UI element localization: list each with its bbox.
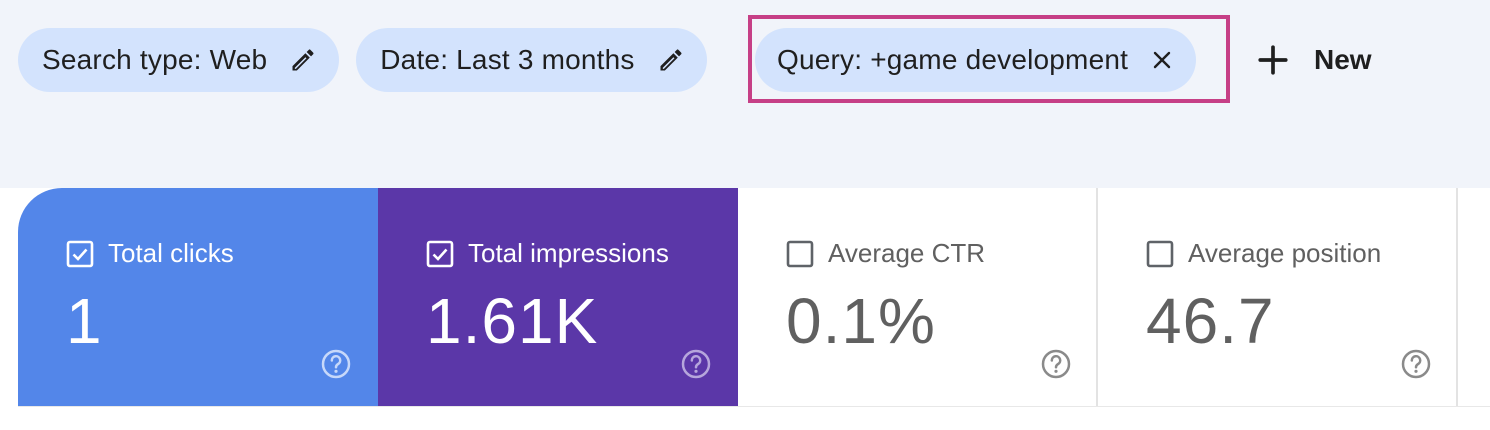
total-impressions-label: Total impressions xyxy=(468,238,669,268)
plus-icon xyxy=(1256,43,1290,77)
query-highlight-box xyxy=(748,15,1230,103)
help-icon[interactable] xyxy=(320,348,352,380)
average-ctr-label: Average CTR xyxy=(828,238,986,268)
query-filter-chip[interactable]: Query: +game development xyxy=(755,28,1197,92)
average-position-header: Average position xyxy=(1146,238,1381,269)
total-impressions-header: Total impressions xyxy=(426,238,669,269)
filter-bar: Search type: Web Date: Last 3 months xyxy=(18,28,724,92)
divider xyxy=(18,406,1490,407)
checkbox-empty-icon[interactable] xyxy=(1146,240,1174,268)
checkbox-checked-icon[interactable] xyxy=(426,240,454,268)
date-filter-label: Date: Last 3 months xyxy=(380,44,635,75)
search-type-filter-label: Search type: Web xyxy=(42,44,268,75)
average-ctr-card[interactable]: Average CTR 0.1% xyxy=(738,188,1098,406)
new-filter-label: New xyxy=(1314,44,1372,75)
help-icon[interactable] xyxy=(1040,348,1072,380)
search-type-filter-chip[interactable]: Search type: Web xyxy=(18,28,340,92)
average-ctr-header: Average CTR xyxy=(786,238,985,269)
help-icon[interactable] xyxy=(1400,348,1432,380)
new-filter-button[interactable]: New xyxy=(1256,28,1372,92)
total-clicks-card[interactable]: Total clicks 1 xyxy=(18,188,378,406)
date-filter-chip[interactable]: Date: Last 3 months xyxy=(356,28,707,92)
total-impressions-value: 1.61K xyxy=(426,285,599,357)
average-ctr-value: 0.1% xyxy=(786,285,936,357)
close-icon[interactable] xyxy=(1150,48,1174,72)
total-clicks-header: Total clicks xyxy=(66,238,234,269)
average-position-value: 46.7 xyxy=(1146,285,1275,357)
edit-pencil-icon[interactable] xyxy=(657,46,685,74)
metrics-cards: Total clicks 1 Total impressions 1.61K A… xyxy=(18,188,1490,406)
average-position-card[interactable]: Average position 46.7 xyxy=(1098,188,1458,406)
checkbox-checked-icon[interactable] xyxy=(66,240,94,268)
help-icon[interactable] xyxy=(680,348,712,380)
total-clicks-value: 1 xyxy=(66,285,103,357)
total-clicks-label: Total clicks xyxy=(108,238,234,268)
query-filter-label: Query: +game development xyxy=(777,44,1129,75)
average-position-label: Average position xyxy=(1188,238,1382,268)
checkbox-empty-icon[interactable] xyxy=(786,240,814,268)
edit-pencil-icon[interactable] xyxy=(289,46,317,74)
total-impressions-card[interactable]: Total impressions 1.61K xyxy=(378,188,738,406)
